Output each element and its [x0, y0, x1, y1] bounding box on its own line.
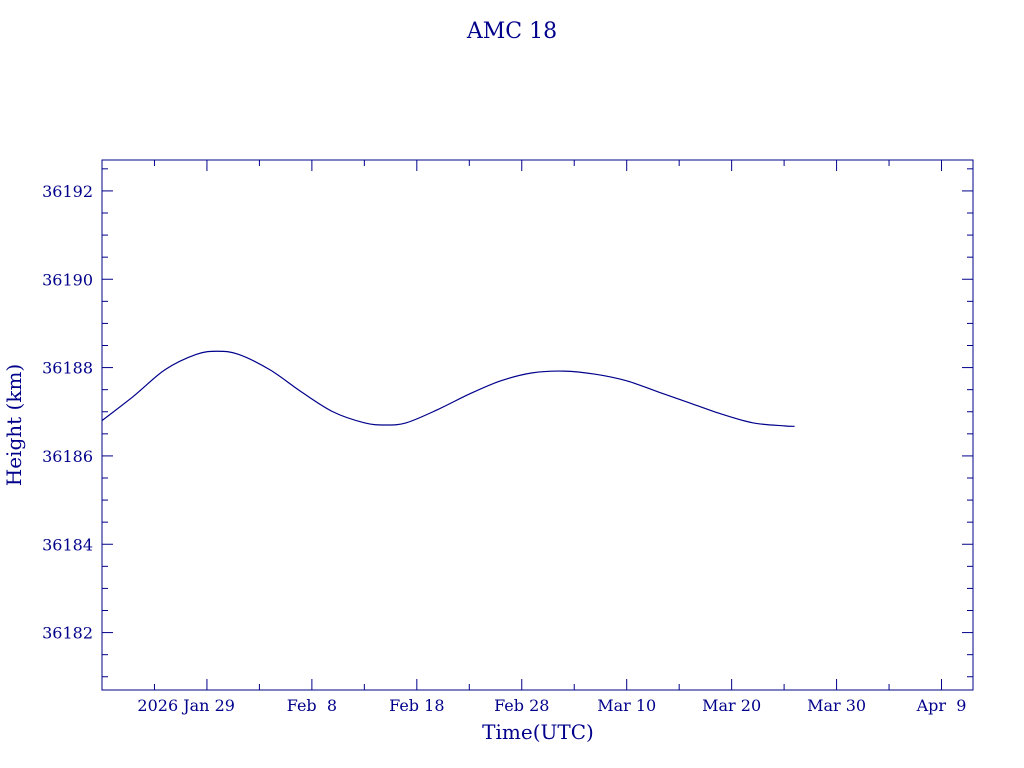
y-tick-label: 36182: [42, 624, 93, 643]
x-tick-label: Mar 30: [807, 696, 866, 715]
x-tick-label: Feb 18: [389, 696, 444, 715]
y-tick-label: 36190: [42, 270, 93, 289]
y-tick-label: 36184: [42, 535, 93, 554]
chart-title: AMC 18: [466, 19, 557, 44]
x-tick-label: Feb 28: [494, 696, 549, 715]
y-tick-label: 36188: [42, 359, 93, 378]
plot-frame: [101, 159, 974, 691]
y-axis-label: Height (km): [2, 364, 26, 486]
x-axis-label: Time(UTC): [482, 720, 594, 744]
series-group: [101, 350, 795, 427]
series-line-0: [101, 350, 795, 427]
y-axis-ticks: 36182 36184 36186 36188 36190 36192: [42, 168, 973, 678]
x-tick-label: Mar 10: [597, 696, 656, 715]
x-axis-ticks: 2026 Jan 29 Feb 8 Feb 18 Feb 28 Mar 10 Mar 20…: [101, 160, 967, 715]
x-tick-label: Feb 8: [287, 696, 337, 715]
x-tick-label: Apr 9: [916, 696, 967, 715]
x-tick-label: 2026 Jan 29: [137, 696, 235, 715]
x-tick-label: Mar 20: [702, 696, 761, 715]
y-tick-label: 36186: [42, 447, 93, 466]
y-tick-label: 36192: [42, 182, 93, 201]
